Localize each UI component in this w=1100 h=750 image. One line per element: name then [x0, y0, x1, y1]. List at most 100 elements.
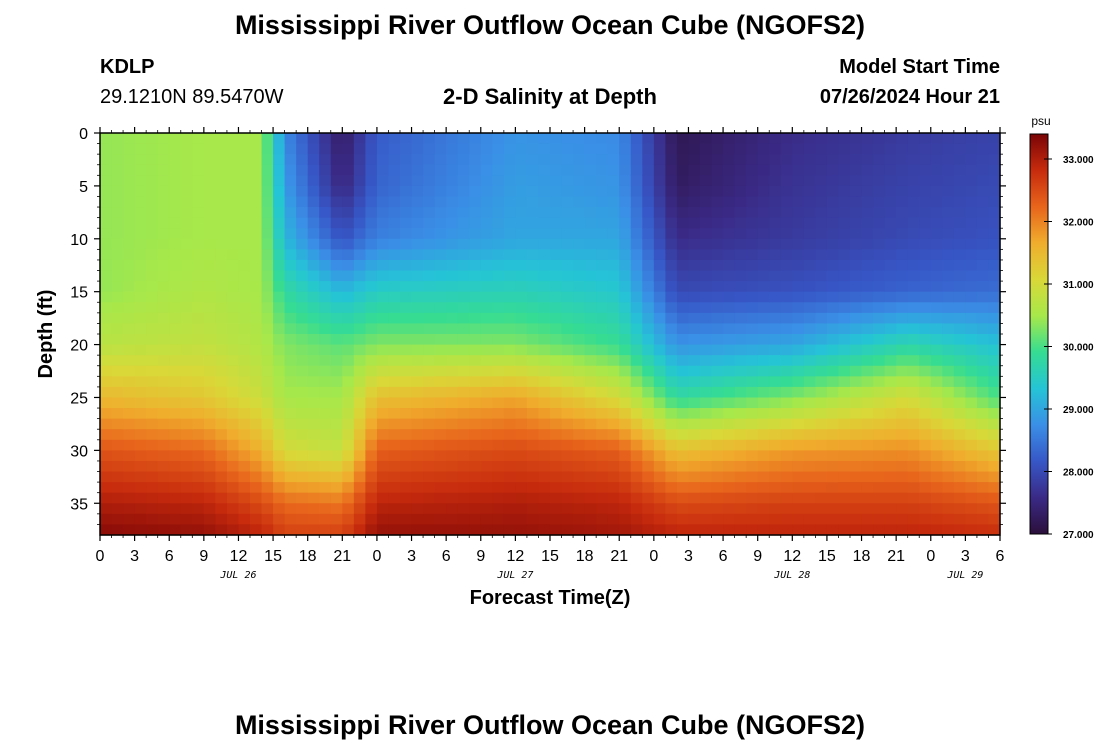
heatmap-cell	[226, 429, 240, 441]
heatmap-cell	[134, 418, 147, 430]
heatmap-cell	[965, 323, 978, 335]
heatmap-cell	[192, 249, 205, 261]
heatmap-cell	[238, 482, 251, 494]
heatmap-cell	[330, 492, 343, 504]
heatmap-cell	[815, 450, 828, 462]
heatmap-cell	[215, 281, 228, 293]
heatmap-cell	[330, 185, 343, 198]
heatmap-cell	[226, 302, 240, 314]
heatmap-cell	[930, 408, 943, 420]
heatmap-cell	[526, 302, 540, 314]
heatmap-cell	[550, 323, 563, 335]
colorbar-tick-label: 33.000	[1063, 155, 1094, 166]
heatmap-cell	[884, 376, 897, 388]
heatmap-cell	[330, 471, 343, 483]
heatmap-cell	[411, 450, 424, 462]
heatmap-cell	[296, 312, 309, 325]
heatmap-cell	[146, 196, 159, 208]
heatmap-cell	[215, 185, 228, 198]
heatmap-cell	[538, 439, 551, 451]
heatmap-cell	[803, 164, 816, 176]
heatmap-cell	[226, 344, 240, 356]
heatmap-cell	[353, 334, 366, 346]
heatmap-cell	[169, 471, 182, 483]
heatmap-cell	[711, 418, 724, 430]
heatmap-cell	[100, 439, 113, 451]
y-axis-title: Depth (ft)	[35, 290, 57, 379]
heatmap-cell	[723, 238, 736, 250]
heatmap-cell	[976, 429, 990, 441]
heatmap-cell	[700, 217, 713, 229]
heatmap-cell	[930, 334, 943, 346]
heatmap-cell	[284, 228, 297, 240]
x-tick-label: 18	[299, 548, 317, 565]
heatmap-cell	[700, 143, 713, 155]
heatmap-cell	[261, 492, 274, 504]
heatmap-cell	[907, 302, 920, 314]
heatmap-cell	[988, 228, 1001, 240]
heatmap-cell	[630, 217, 643, 229]
heatmap-cell	[446, 524, 459, 536]
heatmap-cell	[134, 270, 147, 282]
heatmap-cell	[584, 439, 597, 451]
heatmap-cell	[642, 450, 655, 462]
heatmap-cell	[780, 207, 793, 219]
heatmap-cell	[457, 196, 470, 208]
heatmap-cell	[642, 164, 655, 176]
heatmap-cell	[642, 492, 655, 504]
heatmap-cell	[976, 492, 990, 504]
heatmap-cell	[630, 281, 643, 293]
heatmap-cell	[469, 207, 482, 219]
heatmap-cell	[480, 302, 493, 314]
heatmap-cell	[607, 196, 620, 208]
heatmap-cell	[573, 312, 586, 325]
heatmap-cell	[630, 259, 643, 272]
heatmap-cell	[157, 249, 170, 261]
heatmap-cell	[953, 228, 966, 240]
heatmap-cell	[434, 397, 447, 409]
heatmap-cell	[342, 143, 355, 155]
heatmap-cell	[757, 175, 770, 187]
heatmap-cell	[976, 355, 990, 367]
heatmap-cell	[330, 228, 343, 240]
heatmap-cell	[480, 355, 493, 367]
heatmap-cell	[226, 185, 240, 198]
heatmap-cell	[330, 238, 343, 250]
heatmap-cell	[619, 302, 632, 314]
heatmap-cell	[550, 281, 563, 293]
heatmap-cell	[896, 291, 909, 303]
heatmap-cell	[665, 439, 678, 451]
heatmap-cell	[596, 397, 609, 409]
heatmap-cell	[711, 196, 724, 208]
heatmap-cell	[538, 196, 551, 208]
heatmap-cell	[342, 376, 355, 388]
heatmap-cell	[919, 355, 932, 367]
heatmap-cell	[123, 238, 136, 250]
heatmap-cell	[376, 524, 390, 536]
heatmap-cell	[526, 207, 540, 219]
heatmap-cell	[180, 397, 193, 409]
heatmap-cell	[723, 323, 736, 335]
heatmap-cell	[353, 185, 366, 198]
heatmap-cell	[619, 471, 632, 483]
heatmap-cell	[250, 291, 263, 303]
heatmap-cell	[423, 207, 436, 219]
heatmap-cell	[330, 376, 343, 388]
heatmap-cell	[296, 408, 309, 420]
heatmap-cell	[988, 270, 1001, 282]
heatmap-cell	[700, 133, 713, 145]
heatmap-cell	[492, 376, 505, 388]
heatmap-cell	[273, 270, 286, 282]
heatmap-cell	[688, 429, 701, 441]
heatmap-cell	[665, 482, 678, 494]
heatmap-cell	[446, 513, 459, 526]
heatmap-cell	[907, 281, 920, 293]
heatmap-cell	[596, 207, 609, 219]
heatmap-cell	[180, 408, 193, 420]
heatmap-cell	[100, 418, 113, 430]
colorbar-tick-label: 30.000	[1063, 343, 1094, 354]
heatmap-cell	[653, 323, 666, 335]
heatmap-cell	[330, 397, 343, 409]
heatmap-cell	[538, 355, 551, 367]
heatmap-cell	[584, 460, 597, 473]
